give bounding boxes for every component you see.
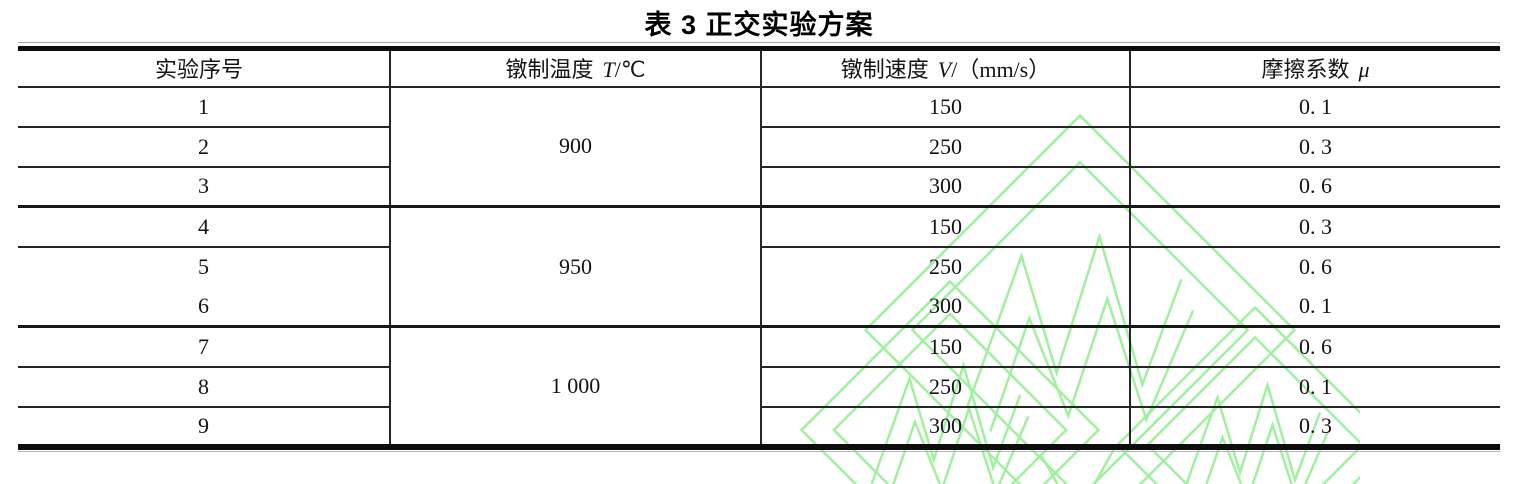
cell-friction: 0. 1 [1129,86,1500,128]
cell-speed: 300 [760,406,1130,447]
table-caption: 表 3 正交实验方案 [644,10,874,40]
cell-experiment-no: 8 [18,366,390,408]
cell-speed: 300 [760,286,1130,328]
cell-speed: 150 [760,206,1130,248]
cell-speed: 250 [760,366,1130,408]
cell-speed: 150 [760,326,1130,368]
col-header-symbol: μ [1358,57,1370,83]
cell-experiment-no: 3 [18,166,390,208]
cell-speed: 150 [760,86,1130,128]
cell-speed: 250 [760,246,1130,287]
col-header-symbol: T [602,57,615,83]
cell-friction: 0. 3 [1129,406,1500,447]
cell-experiment-no: 4 [18,206,390,248]
orthogonal-experiment-table-wrapper: 实验序号 镦制温度 T/℃ 镦制速度 V/（mm/s） 摩擦系数 μ 1 9 [18,42,1500,452]
cell-speed: 300 [760,166,1130,208]
table-row: 4 950 150 0. 3 [18,206,1500,328]
col-header-friction: 摩擦系数 μ [1129,48,1500,88]
cell-friction: 0. 3 [1129,206,1500,248]
col-header-label: 实验序号 [154,57,243,83]
cell-friction: 0. 3 [1129,126,1500,168]
cell-friction: 0. 6 [1129,166,1500,208]
cell-friction: 0. 1 [1129,366,1500,408]
col-header-speed: 镦制速度 V/（mm/s） [760,48,1130,88]
col-header-label: 摩擦系数 [1261,57,1350,83]
cell-temperature-group: 950 [389,206,761,328]
col-header-temperature: 镦制温度 T/℃ [389,48,761,88]
col-header-label: 镦制速度 [840,57,929,83]
cell-experiment-no: 5 [198,254,209,279]
col-header-experiment-no: 实验序号 [18,48,390,88]
cell-friction: 0. 6 [1129,246,1500,287]
col-header-unit: /℃ [614,57,646,83]
cell-temperature-group: 900 [389,86,761,208]
orthogonal-experiment-table: 实验序号 镦制温度 T/℃ 镦制速度 V/（mm/s） 摩擦系数 μ 1 9 [18,46,1500,450]
cell-speed: 250 [760,126,1130,168]
cell-experiment-no: 6 [18,286,390,328]
table-row: 1 900 150 0. 1 [18,86,1500,208]
cell-experiment-no: 2 [18,126,390,168]
cell-experiment-no: 7 [18,326,390,368]
cell-friction: 0. 1 [1129,286,1500,328]
col-header-label: 镦制温度 [505,57,594,83]
cell-experiment-no: 1 [18,86,390,128]
cell-friction: 0. 6 [1129,326,1500,368]
col-header-unit: /（mm/s） [951,57,1051,83]
cell-experiment-no: 9 [198,412,209,438]
cell-temperature-group: 1 000 [389,326,761,447]
header-row: 实验序号 镦制温度 T/℃ 镦制速度 V/（mm/s） 摩擦系数 μ [18,48,1500,88]
table-row: 7 1 000 150 0. 6 [18,326,1500,447]
col-header-symbol: V [937,57,952,83]
